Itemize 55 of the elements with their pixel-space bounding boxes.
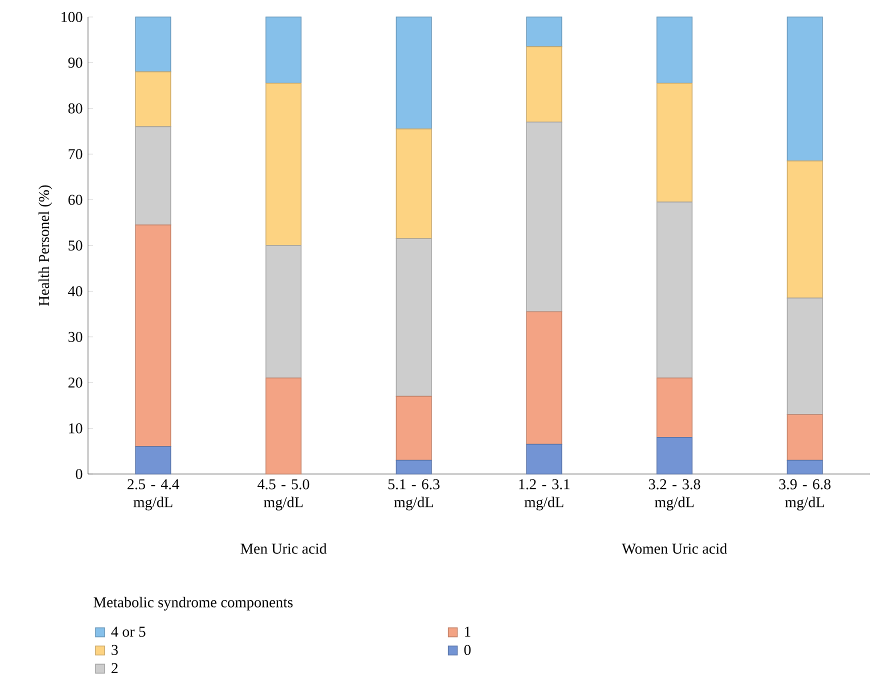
x-tick-label: 2.5 - 4.4 mg/dL bbox=[128, 479, 180, 510]
legend-label: 4 or 5 bbox=[111, 626, 146, 637]
bar bbox=[135, 446, 172, 474]
bar bbox=[786, 460, 823, 474]
bar bbox=[526, 311, 562, 445]
bar bbox=[656, 82, 693, 202]
bar bbox=[135, 16, 172, 72]
bar bbox=[396, 238, 432, 397]
bar bbox=[266, 245, 302, 378]
x-tick-label: 3.9 - 6.8 mg/dL bbox=[779, 479, 831, 510]
legend-label: 1 bbox=[465, 626, 470, 637]
bar bbox=[526, 46, 562, 123]
bar bbox=[526, 122, 562, 312]
text: Men Uric acid bbox=[240, 543, 327, 554]
y-tick-label: 10 bbox=[69, 423, 82, 434]
x-tick-label: 3.2 - 3.8 mg/dL bbox=[648, 479, 700, 510]
bar bbox=[396, 128, 432, 240]
legend-label: 3 bbox=[112, 644, 118, 655]
y-tick-label: 100 bbox=[62, 12, 82, 22]
x-tick-label: 1.2 - 3.1 mg/dL bbox=[519, 479, 570, 510]
y-tick-label: 40 bbox=[68, 286, 82, 296]
y-tick-label: 60 bbox=[68, 194, 82, 205]
bar bbox=[266, 16, 302, 84]
bar bbox=[786, 160, 823, 298]
y-tick-label: 80 bbox=[68, 103, 82, 114]
x-tick-label: 4.5 - 5.0 mg/dL bbox=[258, 479, 310, 510]
bar bbox=[786, 414, 823, 461]
bar bbox=[266, 378, 302, 474]
bar bbox=[656, 437, 693, 474]
y-tick-label: 50 bbox=[68, 240, 82, 251]
bar bbox=[266, 82, 302, 246]
bar bbox=[656, 202, 693, 378]
legend-label: 0 bbox=[464, 644, 471, 655]
bar bbox=[135, 71, 172, 128]
legend-title: Metabolic syndrome components bbox=[94, 596, 293, 610]
bar bbox=[656, 378, 693, 438]
y-tick-label: 70 bbox=[68, 149, 82, 160]
bar bbox=[135, 224, 172, 447]
y-axis-title: Health Personel (%) bbox=[38, 185, 52, 306]
bar bbox=[135, 126, 172, 226]
bar bbox=[396, 396, 432, 461]
bar bbox=[786, 16, 823, 162]
y-tick-label: 30 bbox=[68, 332, 82, 342]
bar bbox=[526, 444, 562, 474]
bar bbox=[526, 16, 562, 48]
x-tick-label: 5.1 - 6.3 mg/dL bbox=[388, 479, 440, 510]
bar bbox=[656, 16, 693, 84]
y-tick-label: 90 bbox=[68, 58, 82, 68]
legend-label: 2 bbox=[112, 663, 118, 674]
y-tick-label: 0 bbox=[76, 468, 82, 480]
bar bbox=[786, 298, 823, 415]
bar bbox=[396, 460, 432, 474]
bar bbox=[396, 16, 432, 130]
text: Women Uric acid bbox=[622, 543, 728, 554]
y-tick-label: 20 bbox=[68, 378, 82, 388]
